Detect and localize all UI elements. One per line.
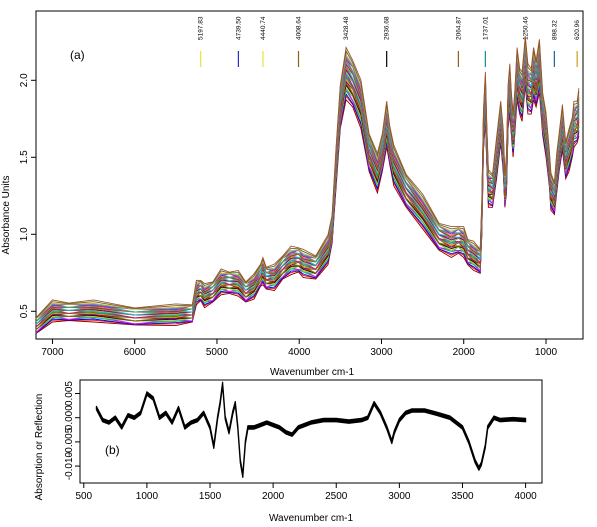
- spectrum-line: [35, 63, 580, 328]
- spectrum-line: [35, 36, 580, 319]
- spectrum-line: [35, 50, 580, 322]
- spectrum-line: [35, 74, 580, 331]
- x-tick-label: 3500: [451, 491, 474, 502]
- spectrum-line: [35, 47, 580, 323]
- spectrum-line: [35, 43, 580, 319]
- spectrum-line: [35, 42, 580, 320]
- y-tick-label: 0.005: [64, 381, 75, 406]
- y-tick-label: -0.005: [64, 427, 75, 456]
- spectrum-band-shape: [95, 381, 527, 478]
- x-tick-label: 4000: [514, 491, 537, 502]
- spectra-series: [35, 36, 580, 334]
- spectrum-line: [35, 38, 580, 319]
- spectrum-line: [35, 62, 580, 328]
- y-axis-ticks: 0.5 1.0 1.5 2.0: [19, 73, 36, 318]
- x-tick-label: 1500: [199, 491, 222, 502]
- x-tick-label: 4000: [288, 347, 311, 358]
- spectrum-line: [35, 58, 580, 325]
- spectrum-line: [35, 85, 580, 334]
- spectrum-line: [35, 78, 580, 334]
- panel-a-frame: [35, 10, 584, 340]
- y-tick-label: 0.5: [19, 304, 30, 318]
- y-tick-label: 1.5: [19, 150, 30, 164]
- y-axis-title: Absorption or Reflection: [34, 394, 45, 501]
- marker-label: 3428.48: [343, 16, 350, 40]
- y-tick-label: 1.0: [19, 227, 30, 241]
- spectrum-line: [35, 57, 580, 325]
- spectrum-line: [35, 66, 580, 328]
- x-axis-ticks: 500 1000 1500 2000 2500 3000 3500 4000: [75, 483, 537, 502]
- marker-label: 4008.64: [296, 16, 303, 40]
- x-tick-label: 3000: [388, 491, 411, 502]
- spectrum-line: [35, 48, 580, 322]
- x-tick-label: 5000: [206, 347, 229, 358]
- spectrum-line: [35, 82, 580, 334]
- spectrum-line: [35, 65, 580, 328]
- marker-label: 1250.46: [522, 16, 529, 40]
- panel-a-label: (a): [70, 48, 85, 62]
- spectrum-line: [35, 55, 580, 325]
- marker-label: 4440.74: [260, 16, 267, 40]
- y-tick-label: 2.0: [19, 73, 30, 87]
- marker-label: 620.96: [574, 20, 581, 40]
- spectrum-line: [35, 56, 580, 325]
- spectrum-band: [95, 381, 527, 478]
- panel-b: 500 1000 1500 2000 2500 3000 3500 4000 0.0050.0…: [34, 379, 543, 524]
- spectrum-line: [35, 54, 580, 325]
- x-axis-title: Wavenumber cm-1: [269, 513, 354, 524]
- spectrum-line: [35, 73, 580, 331]
- y-axis-title: Absorbance Units: [1, 176, 12, 255]
- x-tick-label: 3000: [370, 347, 393, 358]
- x-tick-label: 500: [75, 491, 92, 502]
- spectrum-line: [35, 48, 580, 322]
- spectrum-line: [35, 81, 580, 334]
- x-tick-label: 6000: [124, 347, 147, 358]
- spectrum-line: [35, 41, 580, 320]
- panel-a: 5197.83 4739.50 4440.74 4008.64 3428.48 2936.…: [1, 10, 584, 378]
- marker-label: 4739.50: [235, 16, 242, 40]
- x-tick-label: 2000: [453, 347, 476, 358]
- spectrum-line: [35, 49, 580, 322]
- x-tick-label: 2000: [262, 491, 285, 502]
- marker-label: 5197.83: [198, 16, 205, 40]
- spectrum-line: [35, 70, 580, 331]
- panel-b-frame: [79, 379, 543, 484]
- x-tick-label: 1000: [535, 347, 558, 358]
- marker-label: 2064.87: [455, 16, 462, 40]
- x-tick-label: 1000: [136, 491, 159, 502]
- panel-b-label: (b): [105, 443, 120, 457]
- spectrum-line: [35, 79, 580, 333]
- marker-label: 2936.68: [384, 16, 391, 40]
- y-tick-label: -0.010: [64, 451, 75, 480]
- spectrum-line: [35, 71, 580, 331]
- marker-label: 1737.01: [482, 16, 489, 40]
- x-axis-ticks: 7000 6000 5000 4000 3000 2000 1000: [41, 339, 558, 358]
- x-tick-label: 2500: [325, 491, 348, 502]
- spectrum-line: [35, 64, 580, 328]
- y-tick-label: 0.000: [64, 405, 75, 430]
- x-axis-title: Wavenumber cm-1: [270, 367, 355, 378]
- marker-label: 898.32: [551, 20, 558, 40]
- spectrum-line: [35, 72, 580, 331]
- x-tick-label: 7000: [41, 347, 64, 358]
